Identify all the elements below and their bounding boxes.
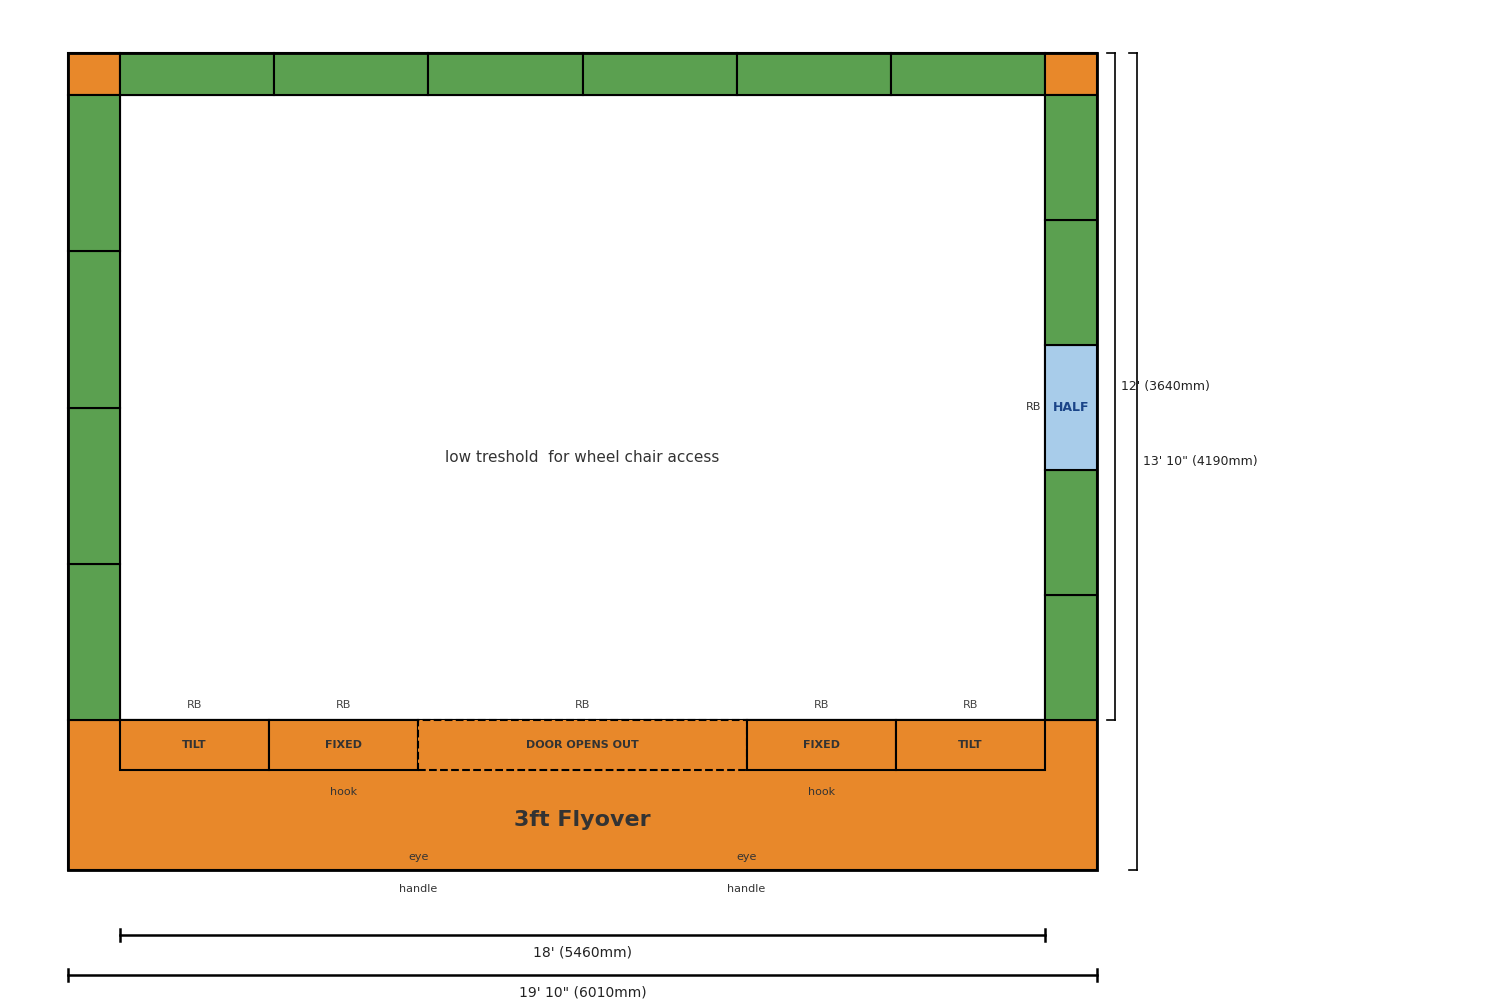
Text: TILT: TILT (958, 740, 982, 750)
Text: 12' (3640mm): 12' (3640mm) (1120, 380, 1211, 393)
Bar (120, 53, 275, 95)
Bar (68, 95, 120, 251)
Text: RB: RB (186, 700, 203, 710)
Bar (1045, 345, 1096, 470)
Text: 19' 10" (6010mm): 19' 10" (6010mm) (518, 985, 646, 999)
Bar (1045, 470, 1096, 595)
Bar (269, 720, 419, 770)
Bar (1045, 220, 1096, 345)
Text: 13' 10" (4190mm): 13' 10" (4190mm) (1143, 455, 1257, 468)
Bar (68, 251, 120, 407)
Bar (736, 53, 891, 95)
Text: hook: hook (330, 787, 357, 797)
Bar (68, 563, 120, 720)
Text: RB: RB (814, 700, 829, 710)
Text: RB: RB (336, 700, 351, 710)
Text: 3ft Flyover: 3ft Flyover (514, 810, 650, 830)
Bar (891, 53, 1045, 95)
Text: handle: handle (400, 884, 437, 894)
Bar (746, 720, 895, 770)
Text: DOOR OPENS OUT: DOOR OPENS OUT (526, 740, 638, 750)
Text: TILT: TILT (182, 740, 207, 750)
Bar (428, 53, 583, 95)
Text: RB: RB (963, 700, 978, 710)
Bar (895, 720, 1045, 770)
Text: FIXED: FIXED (802, 740, 840, 750)
Text: low treshold  for wheel chair access: low treshold for wheel chair access (445, 450, 719, 465)
Text: RB: RB (575, 700, 590, 710)
Bar (1045, 95, 1096, 220)
Bar (68, 53, 1096, 870)
Bar (583, 53, 736, 95)
Bar (1045, 53, 1096, 95)
Bar (68, 407, 120, 563)
Text: hook: hook (808, 787, 835, 797)
Text: HALF: HALF (1053, 401, 1089, 414)
Bar (68, 720, 1096, 870)
Text: handle: handle (727, 884, 766, 894)
Text: RB: RB (1026, 402, 1041, 412)
Text: 18' (5460mm): 18' (5460mm) (533, 946, 632, 959)
Bar (120, 720, 269, 770)
Text: eye: eye (736, 852, 757, 862)
Text: FIXED: FIXED (326, 740, 362, 750)
Bar (275, 53, 428, 95)
Bar (419, 720, 746, 770)
Bar (68, 53, 120, 95)
Text: eye: eye (409, 852, 428, 862)
Bar (1045, 595, 1096, 720)
Bar (120, 95, 1045, 720)
